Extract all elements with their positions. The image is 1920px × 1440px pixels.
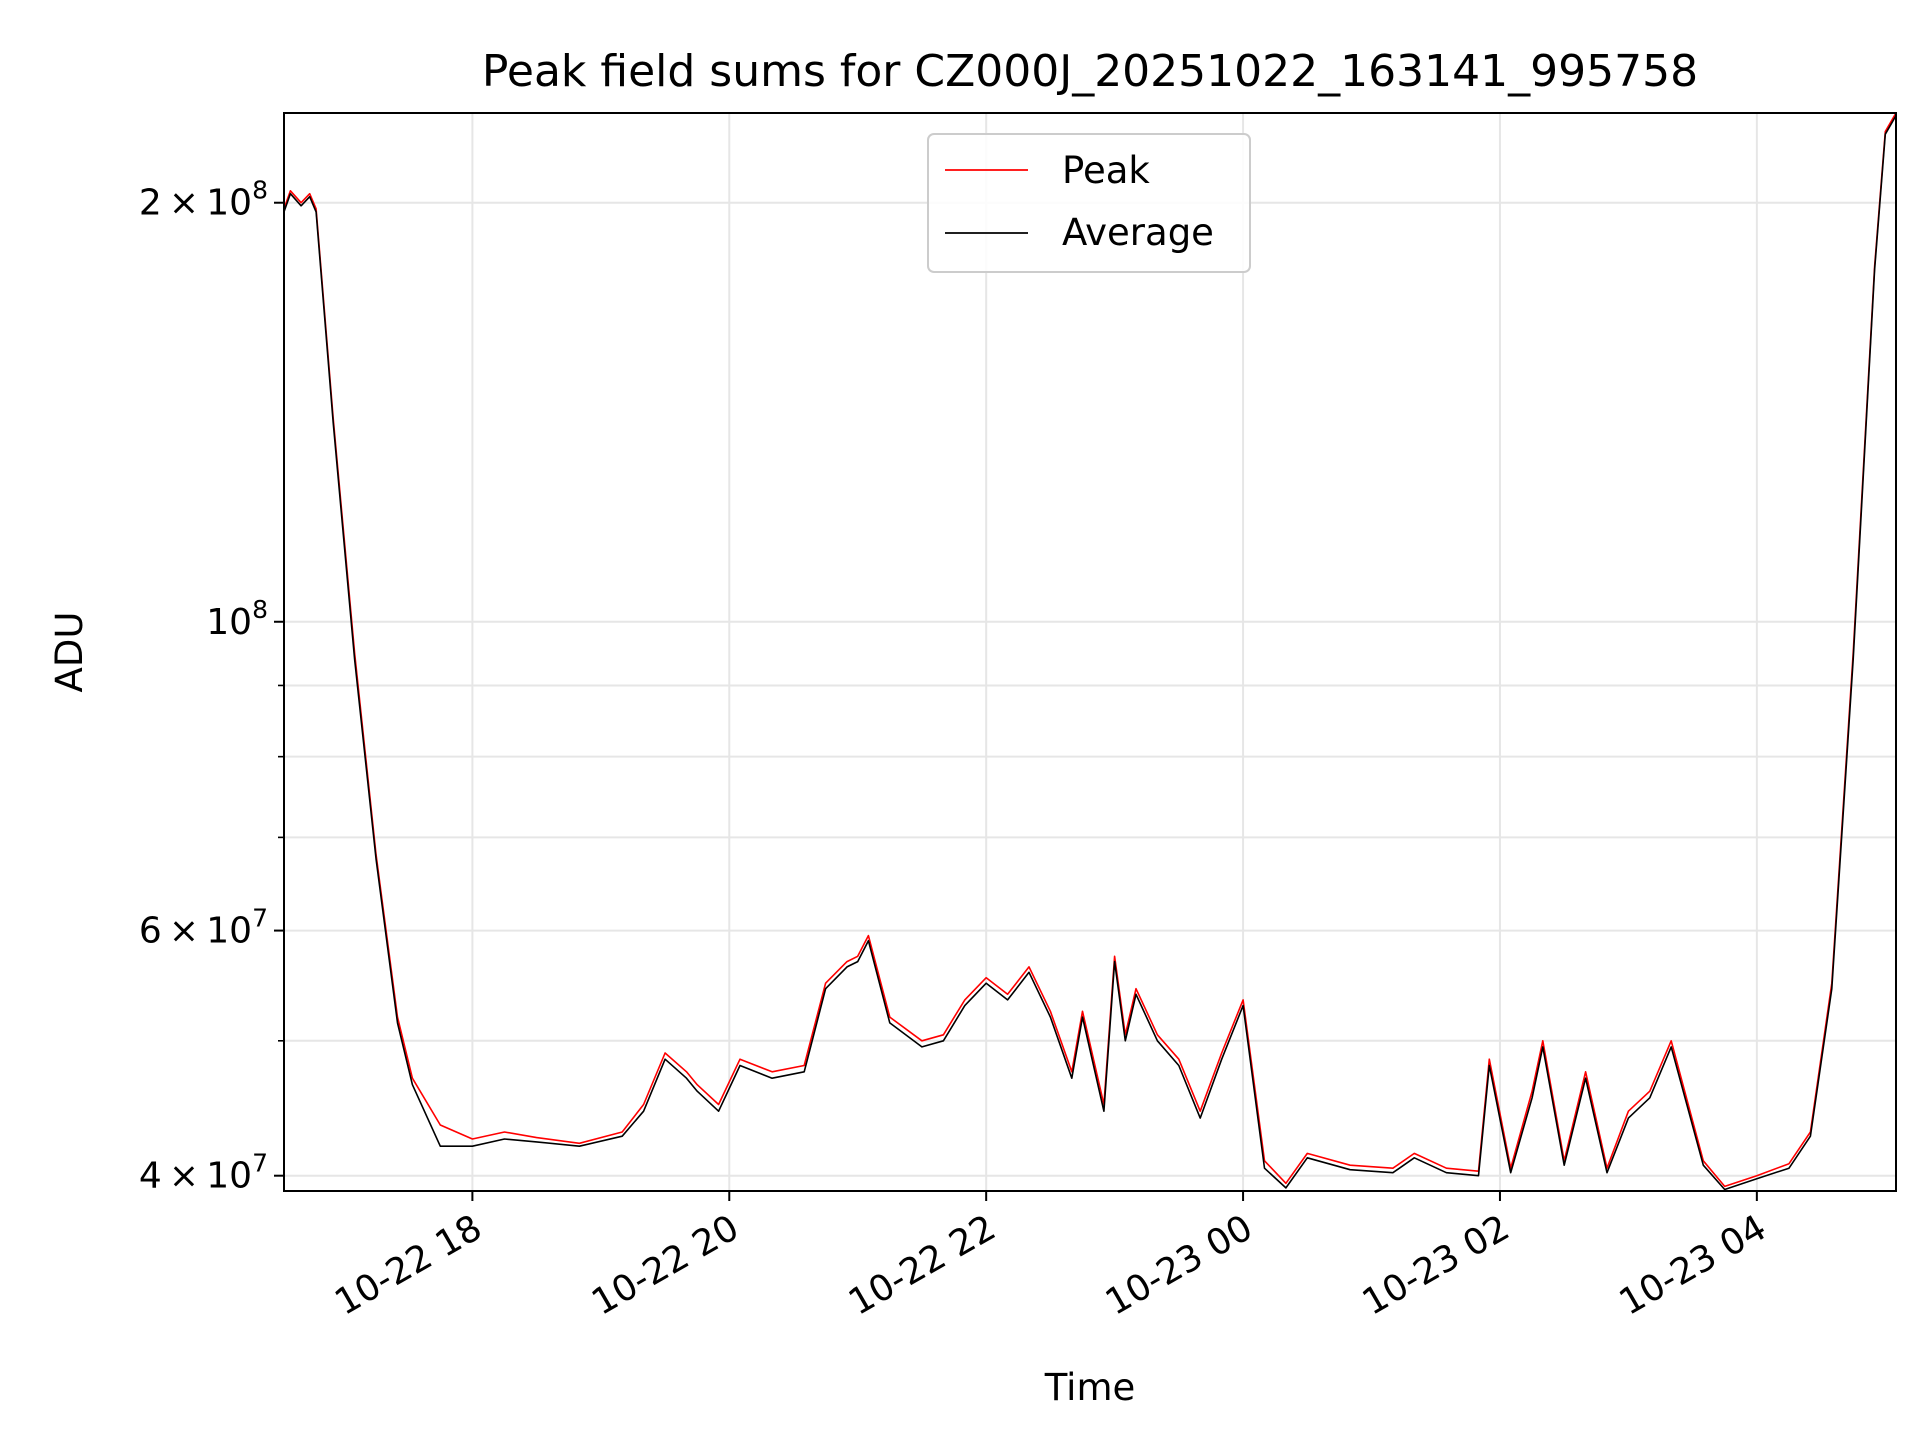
grid [284,113,1896,1191]
chart-title: Peak field sums for CZ000J_20251022_1631… [482,46,1698,97]
y-tick-label: 6 × 107 [139,904,268,952]
legend-label-average: Average [1062,211,1214,254]
y-tick-label: 108 [206,595,268,643]
legend-box [927,133,1251,273]
y-axis-label: ADU [48,612,91,693]
y-tick-label: 4 × 107 [139,1149,268,1197]
series-line-average [283,115,1897,1191]
x-axis-label: Time [1044,1366,1136,1409]
legend-label-peak: Peak [1062,149,1150,192]
legend: Peak Average [927,133,1251,273]
plot-frame [283,112,1897,1192]
series-layer [283,112,1897,1191]
y-axis: 4 × 107 6 × 107 108 2 × 108 [139,176,284,1197]
y-tick-label: 2 × 108 [139,176,268,224]
series-line-peak [283,112,1897,1188]
